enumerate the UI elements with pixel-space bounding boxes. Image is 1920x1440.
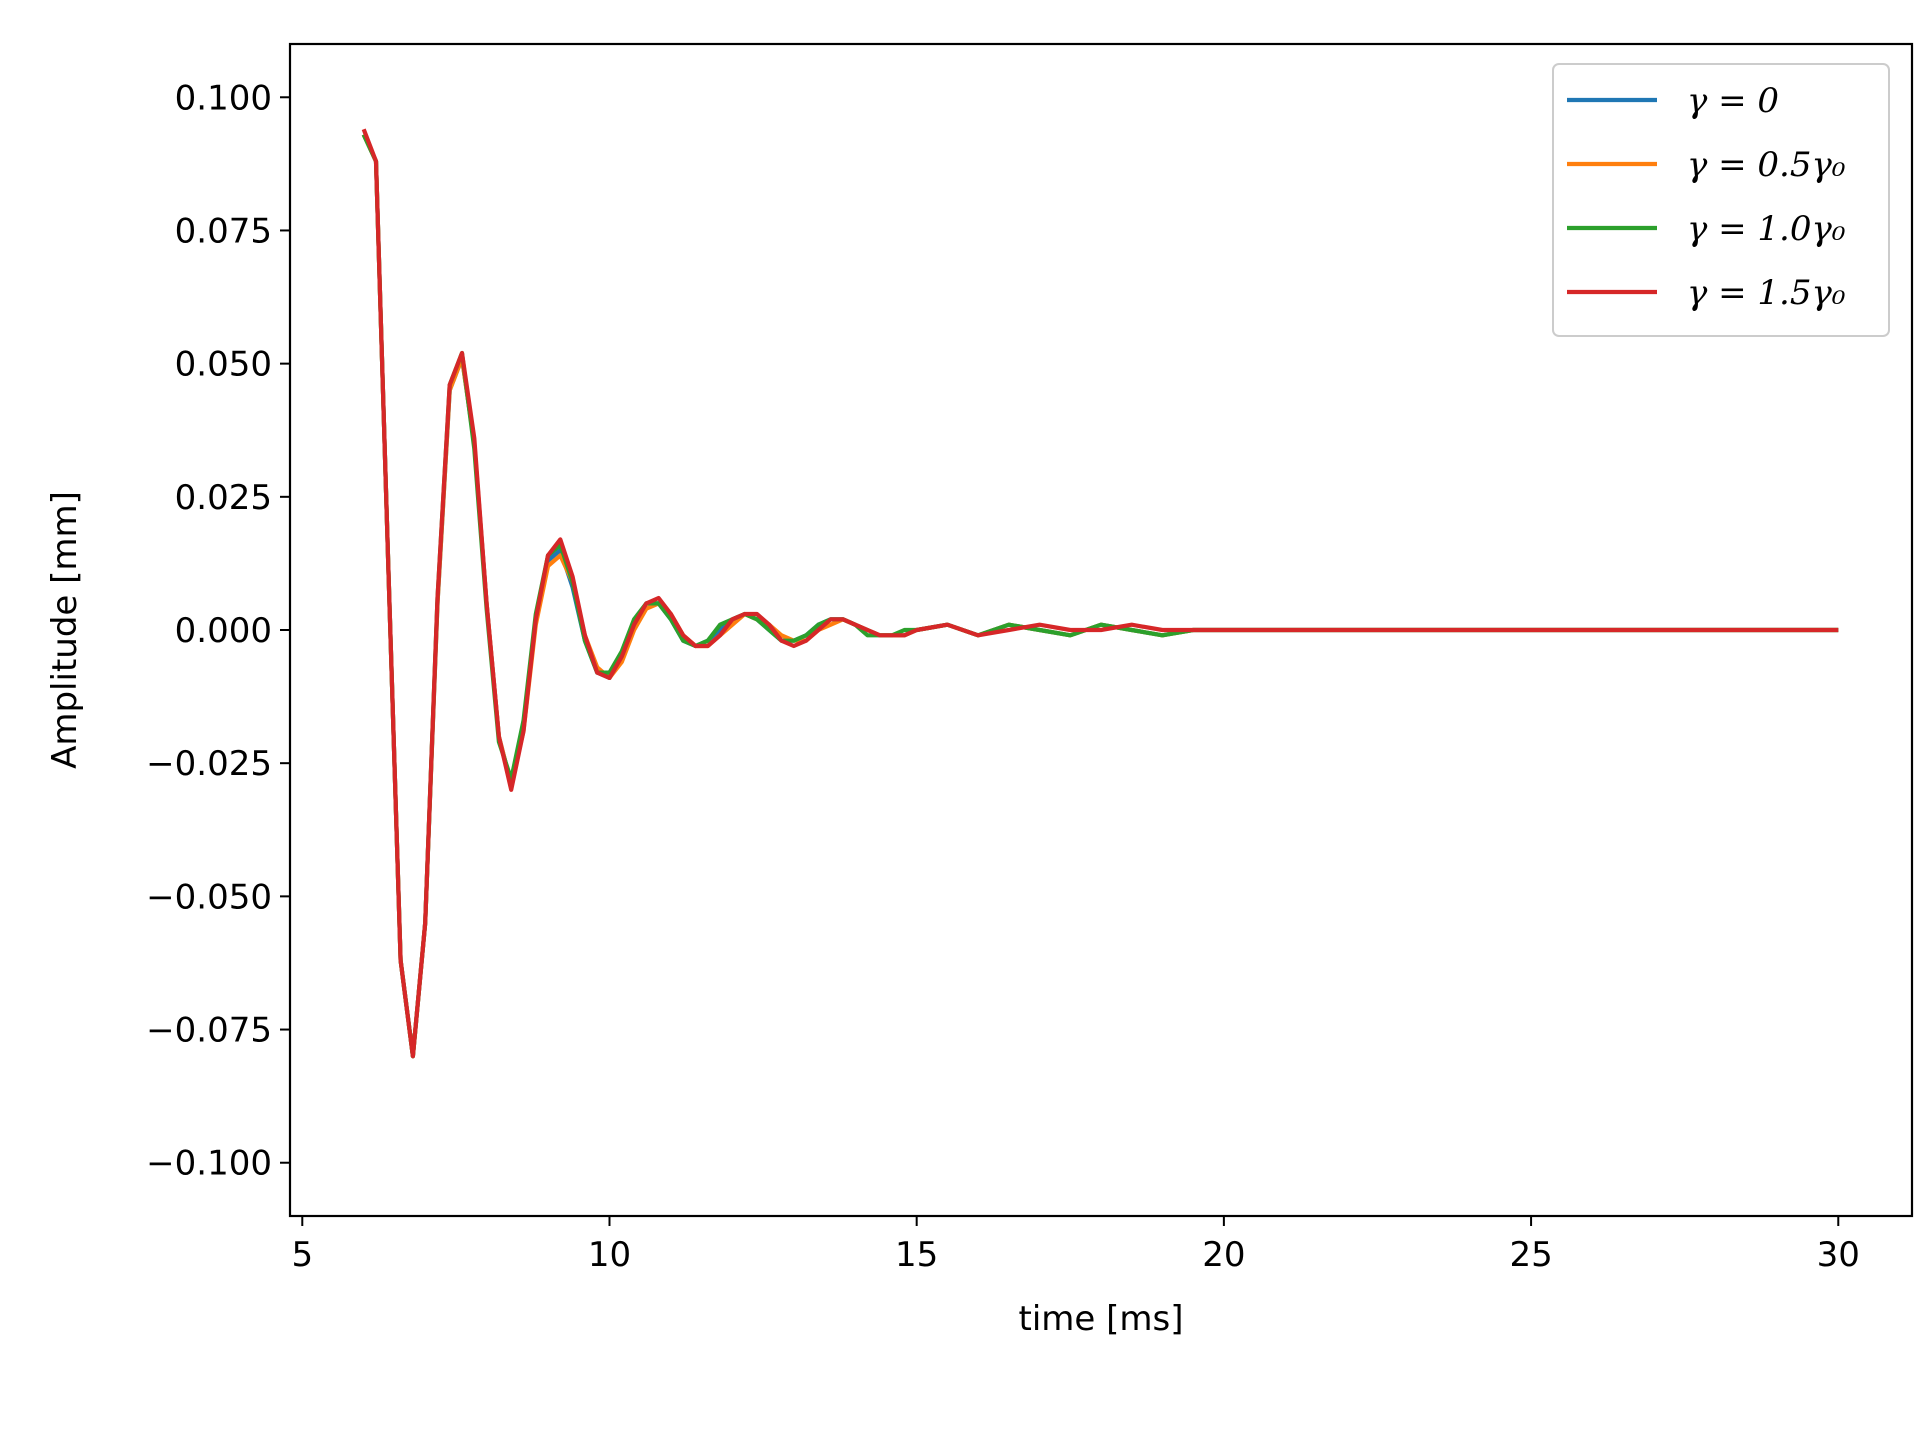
y-tick-label: 0.025 bbox=[175, 478, 272, 518]
x-tick-label: 25 bbox=[1509, 1235, 1552, 1275]
x-tick-label: 20 bbox=[1202, 1235, 1245, 1275]
series-line-4 bbox=[361, 128, 1839, 1059]
y-tick-label: −0.100 bbox=[146, 1144, 272, 1184]
y-tick-label: 0.050 bbox=[175, 345, 272, 385]
y-tick-label: 0.075 bbox=[175, 211, 272, 251]
y-tick-label: −0.075 bbox=[146, 1011, 272, 1051]
y-tick-label: 0.100 bbox=[175, 78, 272, 118]
legend-box bbox=[1552, 63, 1890, 337]
x-tick-label: 5 bbox=[291, 1235, 313, 1275]
y-tick-label: 0.000 bbox=[175, 611, 272, 651]
legend-label: γ = 0.5γ₀ bbox=[1687, 145, 1846, 185]
x-tick-label: 15 bbox=[895, 1235, 938, 1275]
x-axis-ticks: 5 10 15 20 25 30 bbox=[291, 1216, 1860, 1275]
x-tick-label: 10 bbox=[588, 1235, 631, 1275]
x-axis-label: time [ms] bbox=[1019, 1299, 1184, 1339]
x-tick-label: 30 bbox=[1817, 1235, 1860, 1275]
y-axis-label: Amplitude [mm] bbox=[45, 491, 85, 769]
legend-label: γ = 1.5γ₀ bbox=[1687, 273, 1846, 313]
y-tick-label: −0.025 bbox=[146, 744, 272, 784]
plot-lines bbox=[361, 128, 1839, 1059]
y-tick-label: −0.050 bbox=[146, 877, 272, 917]
legend: γ = 0 γ = 0.5γ₀ γ = 1.0γ₀ γ = 1.5γ₀ bbox=[1552, 63, 1890, 337]
y-axis-ticks: 0.100 0.075 0.050 0.025 0.000 −0.025 −0.050 −0.… bbox=[146, 78, 290, 1184]
legend-label: γ = 0 bbox=[1687, 81, 1779, 121]
legend-label: γ = 1.0γ₀ bbox=[1687, 209, 1846, 249]
